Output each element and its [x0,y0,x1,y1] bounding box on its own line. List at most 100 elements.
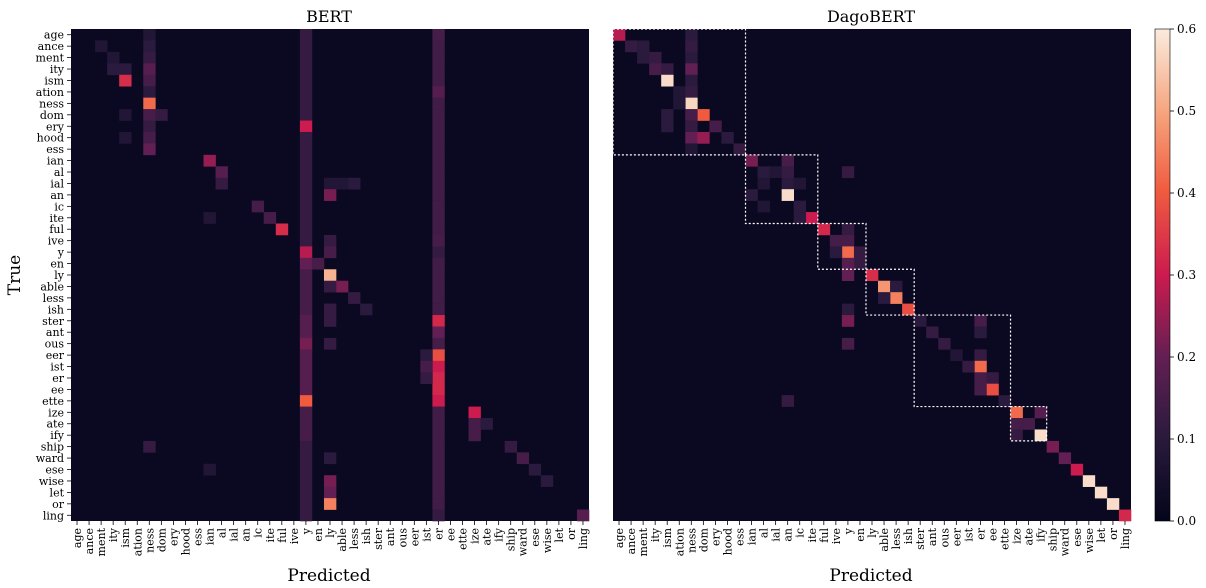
heatmap-cell [203,463,216,476]
heatmap-cell [323,234,337,247]
heatmap-cell [299,475,313,487]
heatmap-cell [974,315,987,327]
x-tick-label: ish [902,528,915,544]
x-tick-label: hood [721,528,734,555]
y-tick-label: ee [51,383,64,396]
heatmap-cell [432,257,445,270]
bert-y-tick-labels: ageancementityismationnessdomeryhoodessi… [36,29,71,522]
heatmap-cell [323,269,337,282]
heatmap-cell [938,337,951,350]
dagobert-x-tick-labels: age ance ment ity ism ation ness dom ery hood ess i… [613,521,1132,556]
x-tick-label: ive [830,528,843,544]
heatmap-cell [299,86,313,98]
x-tick-label: able [336,528,349,552]
x-tick-label: ly [866,527,879,538]
x-tick-label: ist [420,527,433,541]
heatmap-cell [143,74,156,87]
x-tick-label: ette [999,528,1012,550]
y-tick-label: ity [50,63,65,76]
x-tick-label: ward [517,528,530,556]
y-tick-label: age [44,29,64,42]
heatmap-cell [299,97,313,110]
x-tick-label: y [842,527,855,535]
x-tick-label: ship [1047,528,1060,551]
heatmap-cell [432,395,445,407]
heatmap-cell [336,177,349,190]
x-tick-label: ize [1011,528,1024,544]
heatmap-cell [1010,418,1023,430]
y-tick-label: ness [39,97,64,110]
heatmap-cell [1070,463,1084,476]
x-tick-label: let [553,527,566,542]
heatmap-cell [649,51,662,64]
heatmap-cell [432,234,445,247]
heatmap-cell [516,452,530,465]
heatmap-cell [926,326,939,339]
heatmap-cell [143,440,156,453]
heatmap-cell [299,440,313,453]
heatmap-cell [215,177,228,190]
heatmap-cell [757,166,770,179]
heatmap-cell [468,406,481,419]
heatmap-cell [480,418,493,430]
heatmap-cell [299,463,313,476]
x-tick-label: ish [360,528,373,544]
heatmap-cell [299,383,313,396]
x-tick-label: ation [131,528,144,556]
x-tick-label: wise [1083,528,1096,553]
heatmap-cell [468,429,481,442]
heatmap-cell [661,109,674,121]
heatmap-cell [251,200,265,213]
y-tick-label: ian [47,155,64,168]
heatmap-cell [769,166,782,179]
heatmap-cell [890,292,903,304]
heatmap-cell [143,86,156,98]
heatmap-cell [299,200,313,213]
x-tick-label: ite [264,528,277,542]
heatmap-cell [432,349,445,362]
x-tick-label: eer [950,527,963,546]
x-tick-label: en [854,528,867,542]
heatmap-cell [323,189,337,201]
heatmap-cell [1106,498,1120,510]
x-tick-label: ic [252,528,265,538]
heatmap-cell [432,463,445,476]
heatmap-cell [733,143,746,156]
heatmap-cell [299,189,313,201]
heatmap-cell [299,315,313,327]
x-tick-label: ance [83,528,96,554]
heatmap-cell [299,337,313,350]
heatmap-cell [119,131,132,144]
heatmap-cell [432,120,445,133]
y-tick-label: ly [54,269,65,282]
bert-heatmap-panel: BERT ageancementityismationnessdomeryhoo… [5,7,590,586]
heatmap-cell [215,166,228,179]
heatmap-cell [841,246,855,259]
heatmap-cell [323,452,337,465]
x-tick-label: ate [1023,528,1036,546]
group-box [1009,405,1048,442]
heatmap-cell [432,429,445,442]
x-tick-label: an [240,528,253,542]
heatmap-cell [299,326,313,339]
heatmap-cell [540,475,554,487]
heatmap-cell [299,63,313,76]
heatmap-cell [432,303,445,316]
colorbar-tick-label: 0.5 [1177,104,1196,118]
heatmap-cell [432,246,445,259]
heatmap-cell [143,131,156,144]
x-tick-label: ive [288,528,301,544]
heatmap-cell [721,131,734,144]
heatmap-cell [625,40,638,53]
heatmap-cell [950,349,963,362]
heatmap-cell [299,498,313,510]
heatmap-cell [323,337,337,350]
heatmap-cell [432,452,445,465]
x-tick-label: or [1107,527,1120,540]
heatmap-cell [432,189,445,201]
heatmap-cell [1046,440,1060,453]
heatmap-cell [432,509,445,522]
x-tick-label: ant [926,527,939,546]
heatmap-cell [432,40,445,53]
heatmap-cell [432,166,445,179]
